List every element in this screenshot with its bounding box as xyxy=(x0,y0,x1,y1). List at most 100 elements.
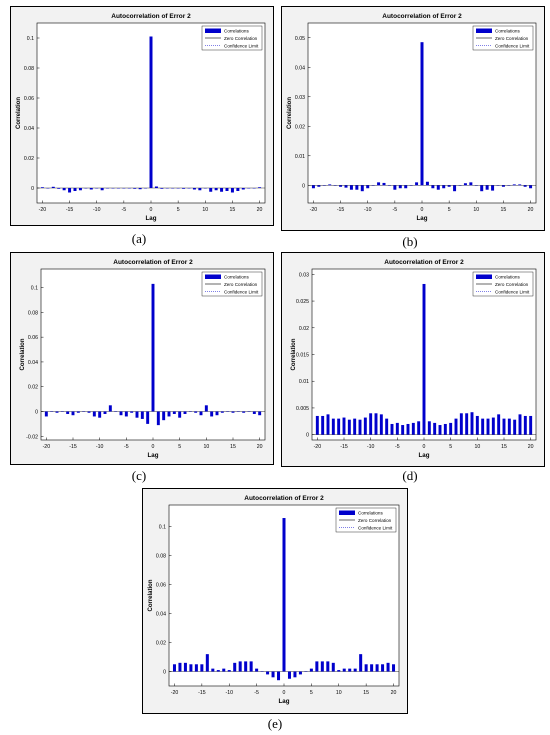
correlation-bar xyxy=(339,185,343,187)
correlation-bar xyxy=(178,411,182,418)
x-tick-label: -10 xyxy=(96,444,104,450)
correlation-bar xyxy=(317,185,321,187)
chart-panel-c: Autocorrelation of Error 2 -0.02 0 0.02 0.04… xyxy=(10,252,274,465)
x-tick-label: -15 xyxy=(198,690,206,696)
correlation-bar xyxy=(78,188,82,191)
correlation-bar xyxy=(55,411,59,413)
legend-entry: Correlations xyxy=(358,511,383,516)
y-tick-label: 0 xyxy=(31,186,34,192)
x-tick-label: 5 xyxy=(177,207,180,213)
legend-entry: Zero Correlation xyxy=(495,36,529,41)
correlation-bar xyxy=(523,185,527,187)
correlation-bar xyxy=(183,662,187,672)
x-tick-label: 10 xyxy=(336,690,342,696)
correlation-bar xyxy=(189,664,193,672)
x-tick-label: 20 xyxy=(391,690,397,696)
correlation-bar xyxy=(182,188,186,189)
y-tick-label: 0.03 xyxy=(295,95,305,101)
y-tick-label: 0 xyxy=(35,410,38,416)
x-axis-label: Lag xyxy=(416,215,427,222)
correlation-bar xyxy=(89,188,93,190)
correlation-bar xyxy=(220,188,224,192)
x-tick-label: 0 xyxy=(283,690,286,696)
correlation-bar xyxy=(518,414,522,435)
correlation-bar xyxy=(507,418,511,435)
x-tick-label: 20 xyxy=(257,444,263,450)
y-tick-label: 0.08 xyxy=(28,310,38,316)
x-tick-label: -5 xyxy=(393,207,398,213)
x-tick-label: 0 xyxy=(152,444,155,450)
correlation-bar xyxy=(348,668,352,672)
x-tick-label: -20 xyxy=(43,444,51,450)
correlation-bar xyxy=(154,186,158,188)
correlation-bar xyxy=(76,411,80,413)
correlation-bar xyxy=(167,411,171,417)
correlation-bar xyxy=(277,671,281,681)
correlation-bar xyxy=(453,185,457,192)
correlation-bar xyxy=(404,185,408,189)
correlation-bar xyxy=(103,411,107,414)
correlation-bar xyxy=(481,418,485,435)
correlation-bar xyxy=(463,183,467,186)
chart-svg-d: Autocorrelation of Error 2 0 0.005 0.01 0.01… xyxy=(291,259,537,459)
y-tick-label: 0.02 xyxy=(28,385,38,391)
correlation-bar xyxy=(447,185,451,187)
x-tick-label: 10 xyxy=(202,207,208,213)
correlation-bar xyxy=(242,411,246,413)
correlation-bar xyxy=(149,36,153,188)
x-tick-label: -15 xyxy=(340,444,348,450)
correlation-bar xyxy=(309,668,313,672)
correlation-bar xyxy=(216,670,220,672)
correlation-bar xyxy=(379,414,383,435)
chart-panel-a: Autocorrelation of Error 2 0 0.02 0.04 0.06 0… xyxy=(10,6,274,226)
correlation-bar xyxy=(326,661,330,672)
correlation-bar xyxy=(198,188,202,191)
y-tick-label: 0.06 xyxy=(24,96,34,102)
correlation-bar xyxy=(411,422,415,435)
correlation-bar xyxy=(214,188,218,191)
y-axis-label: Correlation xyxy=(287,97,293,129)
x-axis-label: Lag xyxy=(278,698,289,705)
correlation-bar xyxy=(62,188,66,191)
correlation-bar xyxy=(66,411,70,414)
legend: Correlations Zero Correlation Confidence L… xyxy=(201,25,263,51)
legend-entry: Correlations xyxy=(495,29,520,34)
correlation-bar xyxy=(512,184,516,186)
correlation-bar xyxy=(331,662,335,672)
correlation-bar xyxy=(370,664,374,672)
y-tick-label: 0.1 xyxy=(31,286,38,292)
x-tick-label: -10 xyxy=(364,207,372,213)
y-tick-label: 0.02 xyxy=(156,641,166,647)
correlation-bar xyxy=(369,413,373,435)
correlation-bar xyxy=(381,664,385,672)
legend-entry: Confidence Limit xyxy=(224,44,259,49)
y-tick-label: 0.04 xyxy=(156,612,166,618)
correlation-bar xyxy=(321,415,325,435)
x-tick-label: -20 xyxy=(171,690,179,696)
correlation-bar xyxy=(236,188,240,191)
chart-title: Autocorrelation of Error 2 xyxy=(113,259,193,266)
x-tick-label: -5 xyxy=(122,207,127,213)
correlation-bar xyxy=(204,405,208,412)
legend-swatch-correlations xyxy=(476,274,492,279)
x-axis-label: Lag xyxy=(147,452,158,459)
x-tick-label: 5 xyxy=(178,444,181,450)
x-tick-label: -15 xyxy=(69,444,77,450)
y-tick-label: 0.05 xyxy=(295,36,305,42)
x-tick-label: 15 xyxy=(230,207,236,213)
correlation-bar xyxy=(100,188,104,191)
legend-swatch-correlations xyxy=(339,510,355,515)
correlation-bar xyxy=(293,671,297,678)
correlation-bar xyxy=(337,670,341,672)
correlation-bar xyxy=(422,283,426,435)
correlation-bar xyxy=(436,185,440,190)
x-tick-label: -15 xyxy=(66,207,74,213)
chart-title: Autocorrelation of Error 2 xyxy=(382,13,462,20)
correlation-bar xyxy=(320,661,324,672)
y-tick-label: 0.005 xyxy=(296,406,309,412)
x-tick-label: 20 xyxy=(528,207,534,213)
legend: Correlations Zero Correlation Confidence L… xyxy=(472,25,534,51)
chart-panel-d: Autocorrelation of Error 2 0 0.005 0.01 0.01… xyxy=(281,252,545,467)
correlation-bar xyxy=(427,421,431,435)
correlation-bar xyxy=(71,411,75,416)
